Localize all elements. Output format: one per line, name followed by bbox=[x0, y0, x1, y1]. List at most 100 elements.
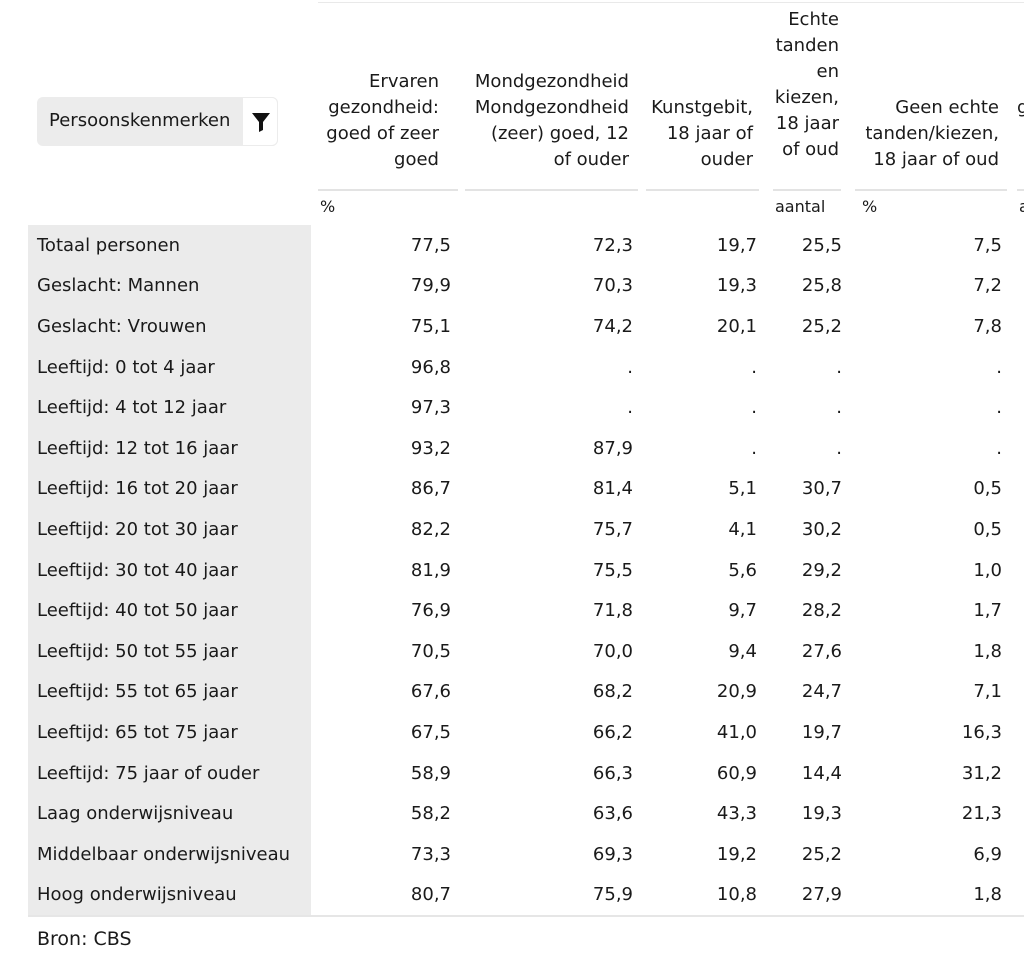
row-label: Laag onderwijsniveau bbox=[37, 803, 234, 825]
table-cell: . bbox=[751, 397, 757, 419]
table-cell: 82,2 bbox=[410, 518, 451, 540]
column-header-1[interactable]: Ervaren gezondheid: goed of zeer goed bbox=[326, 71, 439, 170]
column-header-3[interactable]: Kunstgebit, 18 jaar of ouder bbox=[651, 97, 753, 170]
table-cell: 20,9 bbox=[716, 681, 757, 703]
table-cell: . bbox=[627, 356, 633, 378]
table-cell: 75,5 bbox=[592, 559, 633, 581]
table-cell: 43,3 bbox=[716, 803, 757, 825]
table-row: Middelbaar onderwijsniveau 73,3 69,3 19,2 25… bbox=[28, 834, 1002, 875]
table-cell: 25,8 bbox=[801, 275, 842, 297]
table-cell: 1,7 bbox=[973, 600, 1002, 622]
row-label: Hoog onderwijsniveau bbox=[37, 884, 237, 906]
column-header-2[interactable]: Mondgezondheid Mondgezondheid (zeer) goe… bbox=[474, 71, 629, 170]
column-header-6-partial[interactable]: g bbox=[1017, 97, 1024, 118]
table-cell: 70,5 bbox=[410, 640, 451, 662]
row-label: Leeftijd: 12 tot 16 jaar bbox=[37, 437, 238, 459]
table-cell: 30,7 bbox=[801, 478, 842, 500]
table-cell: 7,8 bbox=[973, 315, 1002, 337]
table-cell: 77,5 bbox=[410, 234, 451, 256]
table-row: Laag onderwijsniveau 58,2 63,6 43,3 19,3 21,3 bbox=[28, 793, 1002, 834]
table-cell: 4,1 bbox=[728, 518, 757, 540]
table-row: Leeftijd: 65 tot 75 jaar 67,5 66,2 41,0 19,7… bbox=[28, 712, 1002, 753]
table-cell: 7,2 bbox=[973, 275, 1002, 297]
table-row: Geslacht: Vrouwen 75,1 74,2 20,1 25,2 7,8 bbox=[28, 306, 1002, 347]
table-cell: 41,0 bbox=[716, 721, 757, 743]
table-cell: 70,3 bbox=[592, 275, 633, 297]
table-cell: 1,0 bbox=[973, 559, 1002, 581]
table-cell: 19,7 bbox=[801, 721, 842, 743]
row-label: Totaal personen bbox=[37, 234, 180, 256]
header-underline-1 bbox=[318, 189, 458, 191]
row-label: Leeftijd: 0 tot 4 jaar bbox=[37, 356, 215, 378]
header-underline-3 bbox=[646, 189, 759, 191]
table-cell: 0,5 bbox=[973, 518, 1002, 540]
table-cell: 60,9 bbox=[716, 762, 757, 784]
table-cell: 25,5 bbox=[801, 234, 842, 256]
table-cell: 81,4 bbox=[592, 478, 633, 500]
table-cell: 72,3 bbox=[592, 234, 633, 256]
row-label-column bbox=[28, 225, 311, 916]
header-underline-6 bbox=[1017, 189, 1024, 191]
table-cell: . bbox=[751, 437, 757, 459]
table-cell: 66,3 bbox=[592, 762, 633, 784]
table-cell: 67,5 bbox=[410, 721, 451, 743]
row-label: Leeftijd: 50 tot 55 jaar bbox=[37, 640, 238, 662]
table-cell: 75,7 bbox=[592, 518, 633, 540]
table-cell: 70,0 bbox=[592, 640, 633, 662]
table-cell: 1,8 bbox=[973, 884, 1002, 906]
table-cell: 73,3 bbox=[410, 843, 451, 865]
bottom-divider bbox=[28, 915, 1024, 917]
table-cell: 30,2 bbox=[801, 518, 842, 540]
table-cell: 25,2 bbox=[801, 315, 842, 337]
table-cell: 9,4 bbox=[728, 640, 757, 662]
table-cell: 6,9 bbox=[973, 843, 1002, 865]
table-cell: 5,6 bbox=[728, 559, 757, 581]
table-cell: 19,2 bbox=[716, 843, 757, 865]
row-label: Leeftijd: 20 tot 30 jaar bbox=[37, 518, 238, 540]
table-row: Leeftijd: 55 tot 65 jaar 67,6 68,2 20,9 24,7… bbox=[28, 672, 1002, 713]
table-cell: 14,4 bbox=[801, 762, 842, 784]
table-cell: 80,7 bbox=[410, 884, 451, 906]
row-label: Leeftijd: 65 tot 75 jaar bbox=[37, 721, 238, 743]
table-cell: 25,2 bbox=[801, 843, 842, 865]
table-cell: 69,3 bbox=[592, 843, 633, 865]
table-cell: 75,9 bbox=[592, 884, 633, 906]
column-header-5[interactable]: Geen echte tanden/kiezen, 18 jaar of oud bbox=[865, 97, 999, 170]
table-cell: . bbox=[836, 397, 842, 419]
unit-label-1: % bbox=[320, 197, 336, 216]
table-cell: 31,2 bbox=[961, 762, 1002, 784]
table-row: Leeftijd: 4 tot 12 jaar 97,3.... bbox=[28, 387, 1002, 428]
table-cell: 93,2 bbox=[410, 437, 451, 459]
row-label: Geslacht: Vrouwen bbox=[37, 315, 207, 337]
persoonskenmerken-filter-button[interactable]: Persoonskenmerken bbox=[37, 97, 278, 146]
row-label: Leeftijd: 4 tot 12 jaar bbox=[37, 397, 227, 419]
table-cell: 0,5 bbox=[973, 478, 1002, 500]
header-underline-5 bbox=[855, 189, 1007, 191]
table-cell: 10,8 bbox=[716, 884, 757, 906]
table-cell: 86,7 bbox=[410, 478, 451, 500]
filter-icon-box[interactable] bbox=[242, 97, 278, 146]
table-cell: 24,7 bbox=[801, 681, 842, 703]
header-underline-2 bbox=[465, 189, 638, 191]
table-cell: 58,9 bbox=[410, 762, 451, 784]
table-cell: 68,2 bbox=[592, 681, 633, 703]
column-header-4[interactable]: Echte tanden en kiezen, 18 jaar of oud bbox=[774, 9, 839, 160]
table-cell: . bbox=[996, 356, 1002, 378]
table-cell: 87,9 bbox=[592, 437, 633, 459]
row-label: Leeftijd: 16 tot 20 jaar bbox=[37, 478, 238, 500]
row-label: Leeftijd: 55 tot 65 jaar bbox=[37, 681, 238, 703]
table-row: Leeftijd: 75 jaar of ouder 58,9 66,3 60,9 14… bbox=[28, 753, 1002, 794]
table-cell: 7,5 bbox=[973, 234, 1002, 256]
table-row: Leeftijd: 0 tot 4 jaar 96,8.... bbox=[28, 347, 1002, 388]
row-label: Leeftijd: 40 tot 50 jaar bbox=[37, 600, 238, 622]
table-cell: 28,2 bbox=[801, 600, 842, 622]
top-divider bbox=[318, 2, 1024, 3]
filter-label: Persoonskenmerken bbox=[49, 110, 231, 131]
table-cell: 20,1 bbox=[716, 315, 757, 337]
data-table: Totaal personen 77,5 72,3 19,7 25,5 7,5 Geslac… bbox=[28, 225, 1002, 915]
table-cell: 27,6 bbox=[801, 640, 842, 662]
table-cell: 81,9 bbox=[410, 559, 451, 581]
row-label: Leeftijd: 75 jaar of ouder bbox=[37, 762, 260, 784]
table-row: Leeftijd: 30 tot 40 jaar 81,9 75,5 5,6 29,2 1… bbox=[28, 550, 1002, 591]
